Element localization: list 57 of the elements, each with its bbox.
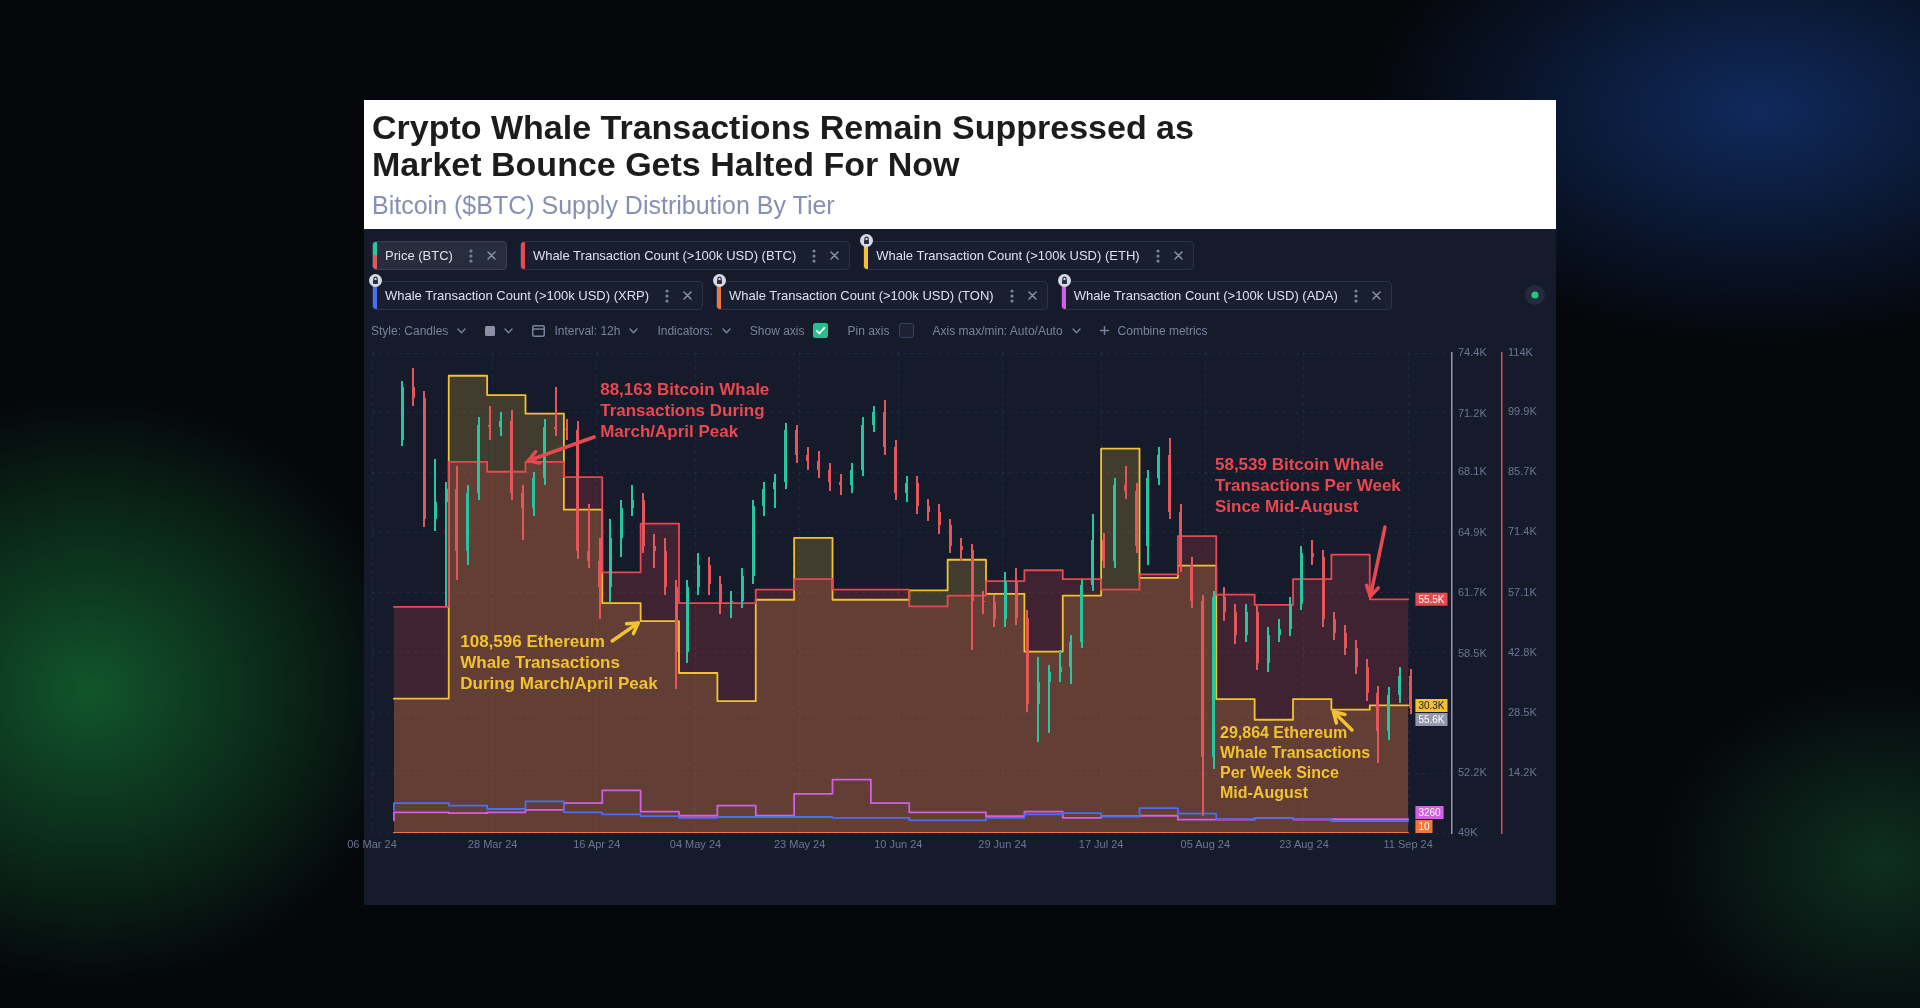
candlestick <box>488 406 491 440</box>
candlestick <box>445 482 448 606</box>
y-tick-label: 71.4K <box>1508 525 1538 538</box>
candlestick <box>982 591 985 614</box>
annotation: 88,163 Bitcoin Whale Transactions During March/April Peak <box>600 380 770 442</box>
annotation: 108,596 Ethereum Whale Transactions During March/April Peak <box>460 632 659 694</box>
data-label: 55.5K <box>1418 593 1445 605</box>
data-label: 30.3K <box>1418 699 1445 711</box>
y2-tick-label: 64.9K <box>1458 525 1488 538</box>
x-tick-label: 16 Apr 24 <box>573 837 621 850</box>
data-label: 10 <box>1418 820 1430 832</box>
y2-tick-label: 68.1K <box>1458 465 1488 478</box>
legend-label: Whale Transaction Count (>100k USD) (XRP) <box>384 288 650 303</box>
text: Interval: 12h <box>554 323 621 338</box>
y-tick-label: 57.1K <box>1508 585 1538 598</box>
y2-tick-label: 61.7K <box>1458 586 1488 599</box>
y-tick-label: 42.8K <box>1508 645 1538 658</box>
y2-tick-label: 49K <box>1458 826 1479 839</box>
y-tick-label: 114K <box>1508 346 1534 359</box>
x-tick-label: 06 Mar 24 <box>347 837 397 850</box>
text: Indicators: <box>657 323 713 338</box>
x-tick-label: 29 Jun 24 <box>978 837 1027 850</box>
x-tick-label: 05 Aug 24 <box>1180 837 1231 850</box>
x-tick-label: 04 May 24 <box>669 837 722 850</box>
legend-label: Whale Transaction Count (>100k USD) (TON) <box>728 288 994 303</box>
y2-tick-label: 74.4K <box>1458 346 1488 359</box>
text: Combine metrics <box>1117 323 1208 338</box>
x-tick-label: 10 Jun 24 <box>874 837 923 850</box>
text: Show axis <box>749 323 805 338</box>
x-tick-label: 23 Aug 24 <box>1279 837 1329 850</box>
text: 55.6K <box>1418 713 1445 725</box>
candlestick <box>565 419 568 440</box>
y-tick-label: 85.7K <box>1508 465 1538 478</box>
y-tick-label: 14.2K <box>1508 766 1538 779</box>
text: Style: Candles <box>371 323 449 338</box>
x-tick-label: 28 Mar 24 <box>467 837 518 850</box>
legend-label: Whale Transaction Count (>100k USD) (ETH) <box>875 248 1140 263</box>
y2-tick-label: 52.2K <box>1458 765 1488 778</box>
y-tick-label: 28.5K <box>1508 706 1538 719</box>
text: Axis max/min: Auto/Auto <box>932 323 1063 338</box>
x-tick-label: 11 Sep 24 <box>1383 837 1433 850</box>
chart-subtitle: Bitcoin ($BTC) Supply Distribution By Tier <box>372 190 835 220</box>
legend-label: Price (BTC) <box>384 248 453 263</box>
candlestick <box>554 387 557 436</box>
y2-tick-label: 71.2K <box>1458 406 1488 419</box>
legend-label: Whale Transaction Count (>100k USD) (ADA) <box>1072 288 1338 303</box>
x-tick-label: 17 Jul 24 <box>1078 837 1124 850</box>
y-tick-label: 99.9K <box>1508 405 1538 418</box>
annotation: 58,539 Bitcoin Whale Transactions Per Week Since Mid-August <box>1214 455 1402 517</box>
annotation: 29,864 Ethereum Whale Transactions Per Week Since Mid-August <box>1219 724 1371 802</box>
text: Pin axis <box>847 323 890 338</box>
x-tick-label: 23 May 24 <box>773 837 826 850</box>
legend-label: Whale Transaction Count (>100k USD) (BTC) <box>531 248 797 263</box>
y2-tick-label: 58.5K <box>1458 646 1488 659</box>
chart-title: Crypto Whale Transactions Remain Suppressed as Market Bounce Gets Halted For Now <box>372 108 1195 183</box>
data-label: 3260 <box>1418 806 1442 818</box>
candlestick <box>730 591 733 618</box>
